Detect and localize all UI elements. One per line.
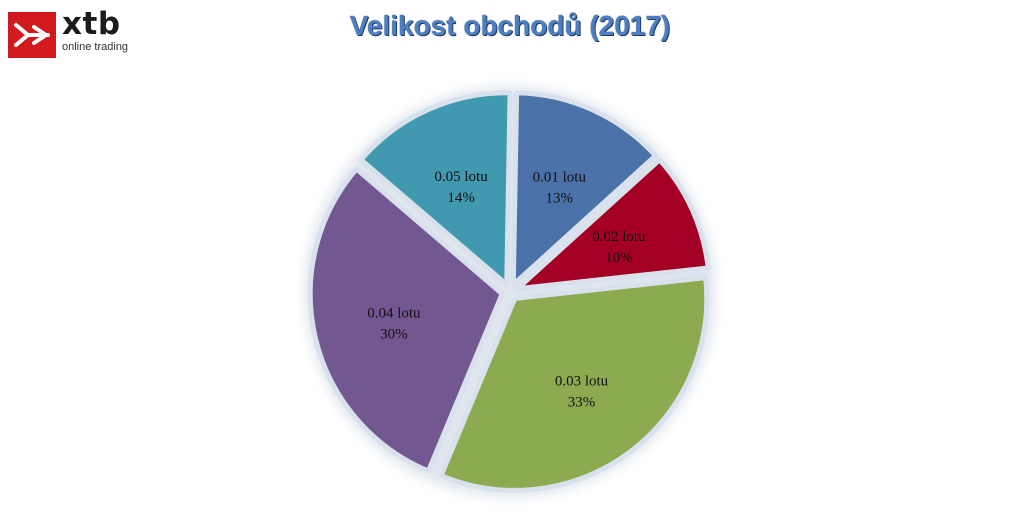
pie-slice <box>514 157 711 292</box>
xtb-logo-icon <box>8 12 56 58</box>
slice-value-label: 30% <box>380 327 408 343</box>
slice-category-label: 0.02 lotu <box>592 229 646 245</box>
brand-name: xtb <box>62 6 121 42</box>
pie-slice <box>307 166 505 474</box>
pie-slice <box>358 90 513 288</box>
slice-category-label: 0.04 lotu <box>367 306 421 322</box>
chart-title: Velikost obchodů (2017) <box>349 10 671 41</box>
slice-category-label: 0.01 lotu <box>533 169 587 185</box>
slice-value-label: 33% <box>568 395 596 411</box>
pie-slice <box>438 275 710 493</box>
slice-value-label: 14% <box>447 190 475 206</box>
pie-slice <box>510 90 659 288</box>
slice-value-label: 10% <box>605 250 633 266</box>
slice-category-label: 0.03 lotu <box>555 374 609 390</box>
brand-logo: xtb online trading <box>8 6 129 58</box>
slice-category-label: 0.05 lotu <box>434 169 488 185</box>
slice-value-label: 13% <box>546 190 574 206</box>
brand-tagline: online trading <box>62 41 129 53</box>
